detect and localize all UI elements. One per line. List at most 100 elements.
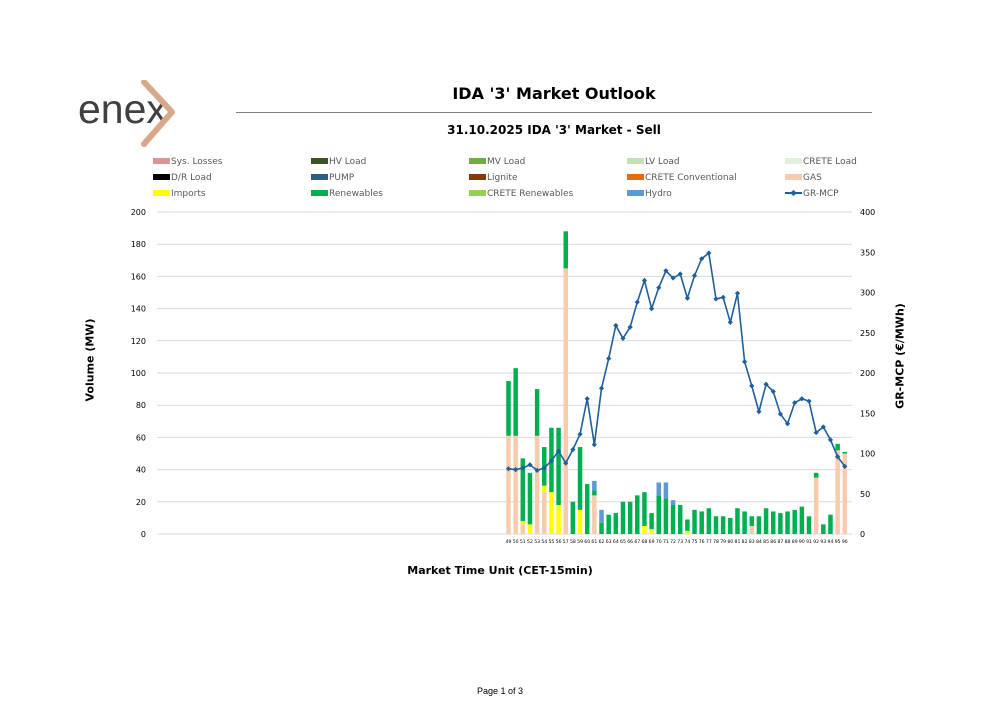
x-tick-label: 51 [520,539,526,545]
bar-segment [627,501,633,534]
mcp-point [756,409,762,415]
mcp-point [555,448,562,454]
x-tick-label: 63 [606,539,612,545]
y-tick-label: 200 [131,208,146,217]
mcp-point [784,421,791,427]
legend-item: CRETE Renewables [469,189,573,201]
mcp-point [598,385,605,391]
bar-segment [613,513,619,534]
mcp-point [706,250,712,256]
bar-segment [556,427,561,506]
bar-segment [670,500,676,506]
x-tick-label: 85 [763,539,769,545]
legend-label: CRETE Renewables [487,189,574,199]
mcp-point [799,396,805,402]
mcp-point [656,285,662,291]
legend-item: Renewables [311,189,383,201]
legend-label: Hydro [645,189,672,199]
bar-segment [770,511,776,534]
legend-label: LV Load [645,157,680,167]
x-tick-label: 94 [828,539,834,545]
bar-segment [527,472,533,525]
bar-segment [813,477,819,534]
y-tick-label: 40 [136,466,146,475]
bar-segment [742,511,747,534]
bar-segment [556,505,561,534]
mcp-point [777,411,783,417]
legend-swatch [153,174,170,180]
y2-tick-label: 200 [860,369,875,378]
x-tick-label: 72 [670,539,676,545]
page-title: IDA '3' Market Outlook [452,84,656,103]
legend-swatch [627,158,644,164]
bar-segment [642,525,647,534]
x-tick-label: 90 [799,539,805,545]
mcp-point [634,299,640,305]
y2-axis-title: GR-MCP (€/MWh) [893,303,907,409]
mcp-point [677,271,683,277]
x-tick-label: 80 [727,539,733,545]
x-tick-label: 52 [527,539,533,545]
chart-subtitle: 31.10.2025 IDA '3' Market - Sell [447,123,661,137]
bar-segment [520,458,526,522]
bar-segment [527,524,533,534]
x-tick-label: 95 [835,539,841,545]
mcp-point [792,400,798,406]
legend-swatch [785,158,802,164]
legend-item: D/R Load [153,173,212,185]
mcp-point [691,272,698,279]
legend-item: Lignite [469,173,518,185]
x-tick-label: 71 [663,539,669,545]
bar-segment [649,529,654,534]
bar-segment [592,495,597,534]
bar-segment [542,492,547,534]
legend-swatch [469,158,486,164]
x-tick-label: 49 [506,539,512,545]
mcp-point [649,306,655,312]
y-tick-label: 140 [131,305,146,314]
bar-segment [534,389,540,436]
legend-swatch [311,190,328,196]
mcp-point [606,355,612,362]
y2-tick-label: 100 [860,450,875,459]
y-tick-label: 180 [131,240,146,249]
bar-segment [677,505,683,534]
x-tick-label: 55 [549,539,555,545]
mcp-point [520,465,526,471]
legend-item: HV Load [311,157,366,169]
x-tick-label: 88 [785,539,791,545]
mcp-point [727,319,733,325]
x-tick-label: 65 [620,539,626,545]
legend-label: Sys. Losses [171,157,223,167]
bar-segment [620,501,626,534]
bar-segment [749,525,755,534]
legend-label: GR-MCP [803,189,839,199]
mcp-point [513,467,519,473]
bar-segment [599,509,604,523]
y2-tick-label: 250 [860,329,875,338]
bar-segment [506,435,511,534]
mcp-point [670,275,676,281]
x-tick-label: 53 [534,539,540,545]
legend-item: MV Load [469,157,525,169]
legend-item: LV Load [627,157,680,169]
bar-segment [635,495,640,534]
legend-label: GAS [803,173,822,183]
bar-segment [778,513,783,534]
title-rule [236,112,872,113]
mcp-point [584,396,590,402]
bar-segment [785,511,790,534]
legend-label: Renewables [329,189,383,199]
y-tick-label: 20 [136,498,146,507]
bar-segment [813,472,819,478]
mcp-point [534,467,540,474]
bar-segment [563,268,568,534]
x-tick-label: 84 [756,539,762,545]
bar-segment [699,511,704,534]
mcp-point [827,437,834,443]
mcp-point [620,335,626,341]
bar-segment [663,498,669,534]
x-tick-label: 68 [642,539,648,545]
mcp-point [577,431,583,437]
y-tick-label: 160 [131,272,146,281]
